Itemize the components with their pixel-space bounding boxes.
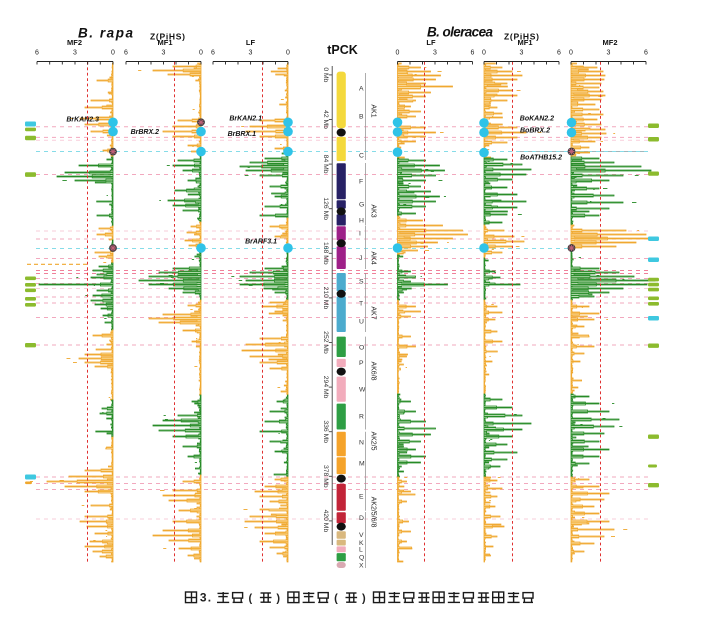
svg-text:BrBRX.1: BrBRX.1 xyxy=(228,131,257,138)
svg-text:MF1: MF1 xyxy=(158,38,173,47)
svg-text:MF2: MF2 xyxy=(67,38,82,47)
svg-text:Z(PiHS): Z(PiHS) xyxy=(504,32,539,42)
svg-text:AK1: AK1 xyxy=(370,104,377,117)
svg-text:0 Mb: 0 Mb xyxy=(322,67,329,82)
svg-text:BrARF3.1: BrARF3.1 xyxy=(245,239,277,246)
svg-text:84 Mb: 84 Mb xyxy=(322,155,329,174)
svg-text:0: 0 xyxy=(199,50,203,57)
svg-text:V: V xyxy=(359,532,364,539)
svg-text:BoBRX.2: BoBRX.2 xyxy=(520,128,550,135)
svg-text:J: J xyxy=(359,255,362,262)
svg-text:K: K xyxy=(359,540,364,547)
svg-text:A: A xyxy=(359,85,364,92)
svg-text:(: ( xyxy=(334,592,338,604)
svg-text:294 Mb: 294 Mb xyxy=(322,376,329,399)
svg-text:BoKAN2.2: BoKAN2.2 xyxy=(520,116,554,123)
svg-text:0: 0 xyxy=(396,50,400,57)
svg-text:3: 3 xyxy=(162,50,166,57)
svg-text:X: X xyxy=(359,562,364,569)
svg-text:H: H xyxy=(359,217,364,224)
svg-text:.: . xyxy=(208,590,211,604)
svg-text:Z(PiHS): Z(PiHS) xyxy=(150,32,185,42)
svg-text:P: P xyxy=(359,360,364,367)
svg-text:G: G xyxy=(359,201,364,208)
svg-text:L: L xyxy=(359,546,363,553)
svg-text:6: 6 xyxy=(471,50,475,57)
svg-text:AK7: AK7 xyxy=(370,306,377,319)
svg-text:D: D xyxy=(359,515,364,522)
svg-text:3: 3 xyxy=(249,50,253,57)
svg-text:AK2/5/6/8: AK2/5/6/8 xyxy=(370,497,377,528)
svg-text:BrKAN2.1: BrKAN2.1 xyxy=(229,116,262,123)
svg-text:BrKAN2.3: BrKAN2.3 xyxy=(66,117,99,124)
svg-text:168 Mb: 168 Mb xyxy=(322,242,329,265)
svg-text:6: 6 xyxy=(644,50,648,57)
svg-text:MF1: MF1 xyxy=(518,38,533,47)
svg-text:B: B xyxy=(359,113,364,120)
svg-text:378 Mb: 378 Mb xyxy=(322,465,329,488)
svg-text:3: 3 xyxy=(200,590,207,604)
svg-text:W: W xyxy=(359,386,366,393)
svg-text:N: N xyxy=(359,439,364,446)
svg-text:): ) xyxy=(362,592,366,604)
svg-text:F: F xyxy=(359,178,363,185)
svg-text:C: C xyxy=(359,152,364,159)
svg-text:42 Mb: 42 Mb xyxy=(322,110,329,129)
svg-text:U: U xyxy=(359,318,364,325)
svg-text:126 Mb: 126 Mb xyxy=(322,197,329,220)
svg-text:252 Mb: 252 Mb xyxy=(322,331,329,354)
svg-text:0: 0 xyxy=(111,50,115,57)
svg-text:420 Mb: 420 Mb xyxy=(322,510,329,533)
svg-text:LF: LF xyxy=(246,38,256,47)
svg-text:AK6/8: AK6/8 xyxy=(370,361,377,380)
svg-text:(: ( xyxy=(249,592,253,604)
svg-text:LF: LF xyxy=(426,38,436,47)
svg-text:3: 3 xyxy=(73,50,77,57)
svg-text:S: S xyxy=(359,278,364,285)
svg-text:3: 3 xyxy=(607,50,611,57)
svg-text:6: 6 xyxy=(557,50,561,57)
svg-text:E: E xyxy=(359,493,364,500)
svg-text:MF2: MF2 xyxy=(603,38,618,47)
svg-text:O: O xyxy=(359,344,364,351)
svg-text:AK2/5: AK2/5 xyxy=(370,431,377,450)
svg-text:0: 0 xyxy=(569,50,573,57)
svg-text:T: T xyxy=(359,300,363,307)
svg-text:): ) xyxy=(276,592,280,604)
svg-text:B. rapa: B. rapa xyxy=(78,26,133,41)
svg-text:BrBRX.2: BrBRX.2 xyxy=(131,129,160,136)
svg-text:210 Mb: 210 Mb xyxy=(322,287,329,310)
svg-text:6: 6 xyxy=(211,50,215,57)
svg-text:3: 3 xyxy=(520,50,524,57)
svg-text:R: R xyxy=(359,413,364,420)
svg-text:336 Mb: 336 Mb xyxy=(322,420,329,443)
svg-text:I: I xyxy=(359,230,361,237)
svg-text:M: M xyxy=(359,460,365,467)
svg-text:6: 6 xyxy=(124,50,128,57)
svg-text:AK3: AK3 xyxy=(370,204,377,217)
svg-text:3: 3 xyxy=(433,50,437,57)
svg-text:0: 0 xyxy=(482,50,486,57)
svg-text:B. oleracea: B. oleracea xyxy=(427,25,493,40)
svg-text:AK4: AK4 xyxy=(370,251,377,264)
svg-text:Q: Q xyxy=(359,554,364,561)
svg-text:BoATHB15.2: BoATHB15.2 xyxy=(520,155,562,162)
svg-text:6: 6 xyxy=(35,50,39,57)
svg-text:0: 0 xyxy=(286,50,290,57)
svg-text:tPCK: tPCK xyxy=(327,43,358,57)
